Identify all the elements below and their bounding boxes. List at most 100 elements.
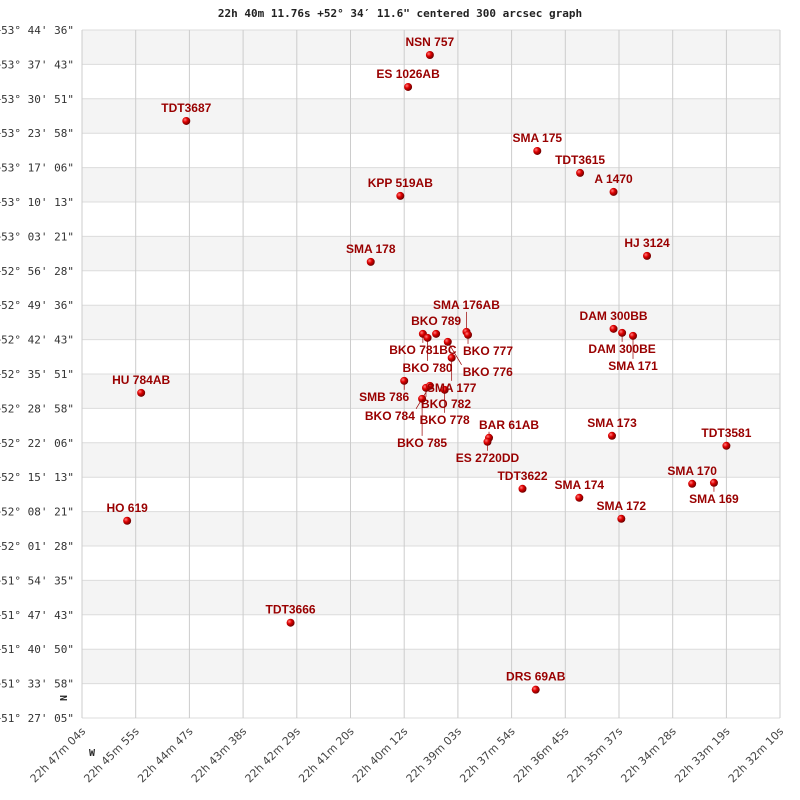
label-leader-line	[447, 341, 462, 366]
y-tick-label: +51° 33' 58"	[0, 678, 74, 691]
y-tick-label: +52° 15' 13"	[0, 471, 74, 484]
star-point[interactable]	[137, 388, 146, 397]
star-label: BKO 785	[397, 436, 447, 450]
x-tick-label: 22h 39m 03s	[404, 725, 465, 786]
star-label: TDT3581	[701, 426, 751, 440]
x-tick-label: 22h 47m 04s	[28, 725, 89, 786]
star-point[interactable]	[609, 187, 618, 196]
y-tick-label: +52° 08' 21"	[0, 506, 74, 519]
star-label: SMA 178	[346, 242, 396, 256]
star-point[interactable]	[531, 685, 540, 694]
star-label: HO 619	[106, 501, 148, 515]
x-tick-label: 22h 41m 20s	[296, 725, 357, 786]
star-label: NSN 757	[406, 35, 455, 49]
x-tick-label: 22h 35m 37s	[565, 725, 626, 786]
star-point[interactable]	[617, 514, 626, 523]
star-label: SMA 175	[512, 131, 562, 145]
grid-band	[82, 683, 780, 718]
y-tick-label: +52° 22' 06"	[0, 437, 74, 450]
star-label: BKO 776	[463, 365, 513, 379]
y-tick-label: +52° 35' 51"	[0, 368, 74, 381]
grid-band	[82, 98, 780, 134]
star-label: A 1470	[594, 172, 633, 186]
star-label: SMA 169	[689, 492, 739, 506]
y-tick-label: +52° 01' 28"	[0, 540, 74, 553]
star-point[interactable]	[576, 168, 585, 177]
y-tick-label: +52° 42' 43"	[0, 334, 74, 347]
star-point[interactable]	[182, 116, 191, 125]
x-tick-label: 22h 43m 38s	[189, 725, 250, 786]
y-tick-label: +53° 37' 43"	[0, 58, 74, 71]
star-label: BKO 784	[365, 409, 415, 423]
star-label: SMA 171	[608, 359, 658, 373]
grid-band	[82, 614, 780, 650]
star-point[interactable]	[483, 437, 492, 446]
star-point[interactable]	[618, 328, 627, 337]
star-point[interactable]	[709, 478, 718, 487]
y-tick-label: +51° 27' 05"	[0, 712, 74, 725]
x-tick-label: 22h 33m 19s	[672, 725, 733, 786]
star-point[interactable]	[447, 353, 456, 362]
star-point[interactable]	[688, 479, 697, 488]
star-point[interactable]	[609, 324, 618, 333]
star-point[interactable]	[286, 618, 295, 627]
y-tick-label: +53° 17' 06"	[0, 162, 74, 175]
star-point[interactable]	[533, 146, 542, 155]
x-tick-label: 22h 44m 47s	[135, 725, 196, 786]
y-tick-label: +52° 56' 28"	[0, 265, 74, 278]
x-tick-label: 22h 40m 12s	[350, 725, 411, 786]
star-label: BKO 781BC	[389, 343, 457, 357]
star-point[interactable]	[464, 330, 473, 339]
x-tick-label: 22h 32m 10s	[726, 725, 787, 786]
grid-band	[82, 270, 780, 306]
y-tick-label: +53° 23' 58"	[0, 127, 74, 140]
north-marker: N	[57, 695, 68, 701]
star-label: SMA 172	[597, 499, 647, 513]
chart-title: 22h 40m 11.76s +52° 34′ 11.6" centered 3…	[218, 7, 582, 20]
star-label: SMA 174	[555, 478, 605, 492]
grid-band	[82, 202, 780, 237]
star-label: SMA 170	[667, 464, 717, 478]
y-tick-label: +53° 03' 21"	[0, 230, 74, 243]
x-tick-label: 22h 34m 28s	[618, 725, 679, 786]
star-point[interactable]	[400, 376, 409, 385]
star-label: KPP 519AB	[368, 176, 433, 190]
star-label: BKO 777	[463, 344, 513, 358]
star-point[interactable]	[607, 431, 616, 440]
star-label: HJ 3124	[624, 236, 670, 250]
star-point[interactable]	[418, 394, 427, 403]
star-point[interactable]	[443, 337, 452, 346]
star-label: TDT3622	[497, 469, 547, 483]
star-point[interactable]	[425, 50, 434, 59]
grid-band	[82, 580, 780, 615]
star-label: DRS 69AB	[506, 670, 566, 684]
star-point[interactable]	[366, 257, 375, 266]
star-label: DAM 300BB	[580, 309, 648, 323]
star-point[interactable]	[518, 484, 527, 493]
star-point[interactable]	[432, 329, 441, 338]
star-point[interactable]	[440, 385, 449, 394]
star-label: SMA 177	[427, 381, 477, 395]
star-label: BAR 61AB	[479, 418, 539, 432]
star-point[interactable]	[404, 82, 413, 91]
star-point[interactable]	[722, 441, 731, 450]
star-point[interactable]	[123, 516, 132, 525]
y-tick-label: +53° 44' 36"	[0, 24, 74, 37]
grid-band	[82, 442, 780, 478]
x-tick-label: 22h 37m 54s	[457, 725, 518, 786]
star-label: TDT3687	[161, 101, 211, 115]
star-label: SMA 173	[587, 416, 637, 430]
star-point[interactable]	[423, 333, 432, 342]
star-label: TDT3615	[555, 153, 605, 167]
star-point[interactable]	[643, 251, 652, 260]
star-point[interactable]	[575, 493, 584, 502]
star-point[interactable]	[425, 381, 434, 390]
y-tick-label: +53° 30' 51"	[0, 93, 74, 106]
grid-band	[82, 649, 780, 684]
grid-band	[82, 305, 780, 340]
star-point[interactable]	[629, 331, 638, 340]
y-tick-label: +51° 54' 35"	[0, 574, 74, 587]
star-point[interactable]	[396, 191, 405, 200]
star-label: BKO 789	[411, 314, 461, 328]
